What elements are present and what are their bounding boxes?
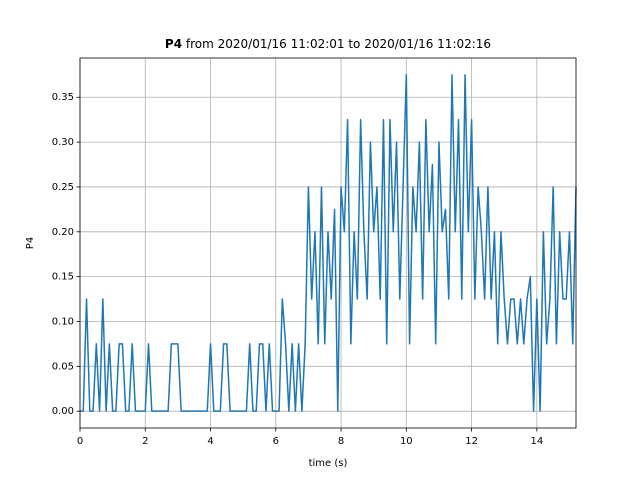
x-axis-label: time (s) [309,458,348,469]
data-line [80,74,577,412]
title-text: from 2020/01/16 11:02:01 to 2020/01/16 1… [186,37,491,51]
y-tick-label: 0.30 [52,137,74,148]
y-tick-label: 0.00 [52,406,74,417]
axes-frame [79,57,577,429]
y-tick-label: 0.10 [52,316,74,327]
y-tick-label: 0.20 [52,227,74,238]
x-tick-label: 6 [273,436,279,447]
y-tick-label: 0.25 [52,182,74,193]
chart-title: P4 from 2020/01/16 11:02:01 to 2020/01/1… [165,37,491,51]
x-tick-label: 10 [400,436,413,447]
title-variable: P4 [165,37,182,51]
y-axis-label: P4 [25,237,36,249]
x-tick-label: 12 [465,436,478,447]
x-tick-label: 0 [77,436,83,447]
x-tick-label: 4 [207,436,213,447]
y-tick-label: 0.35 [52,92,74,103]
y-tick-label: 0.05 [52,361,74,372]
x-tick-label: 8 [338,436,344,447]
y-tick-label: 0.15 [52,272,74,283]
x-tick-label: 14 [530,436,543,447]
x-tick-label: 2 [142,436,148,447]
